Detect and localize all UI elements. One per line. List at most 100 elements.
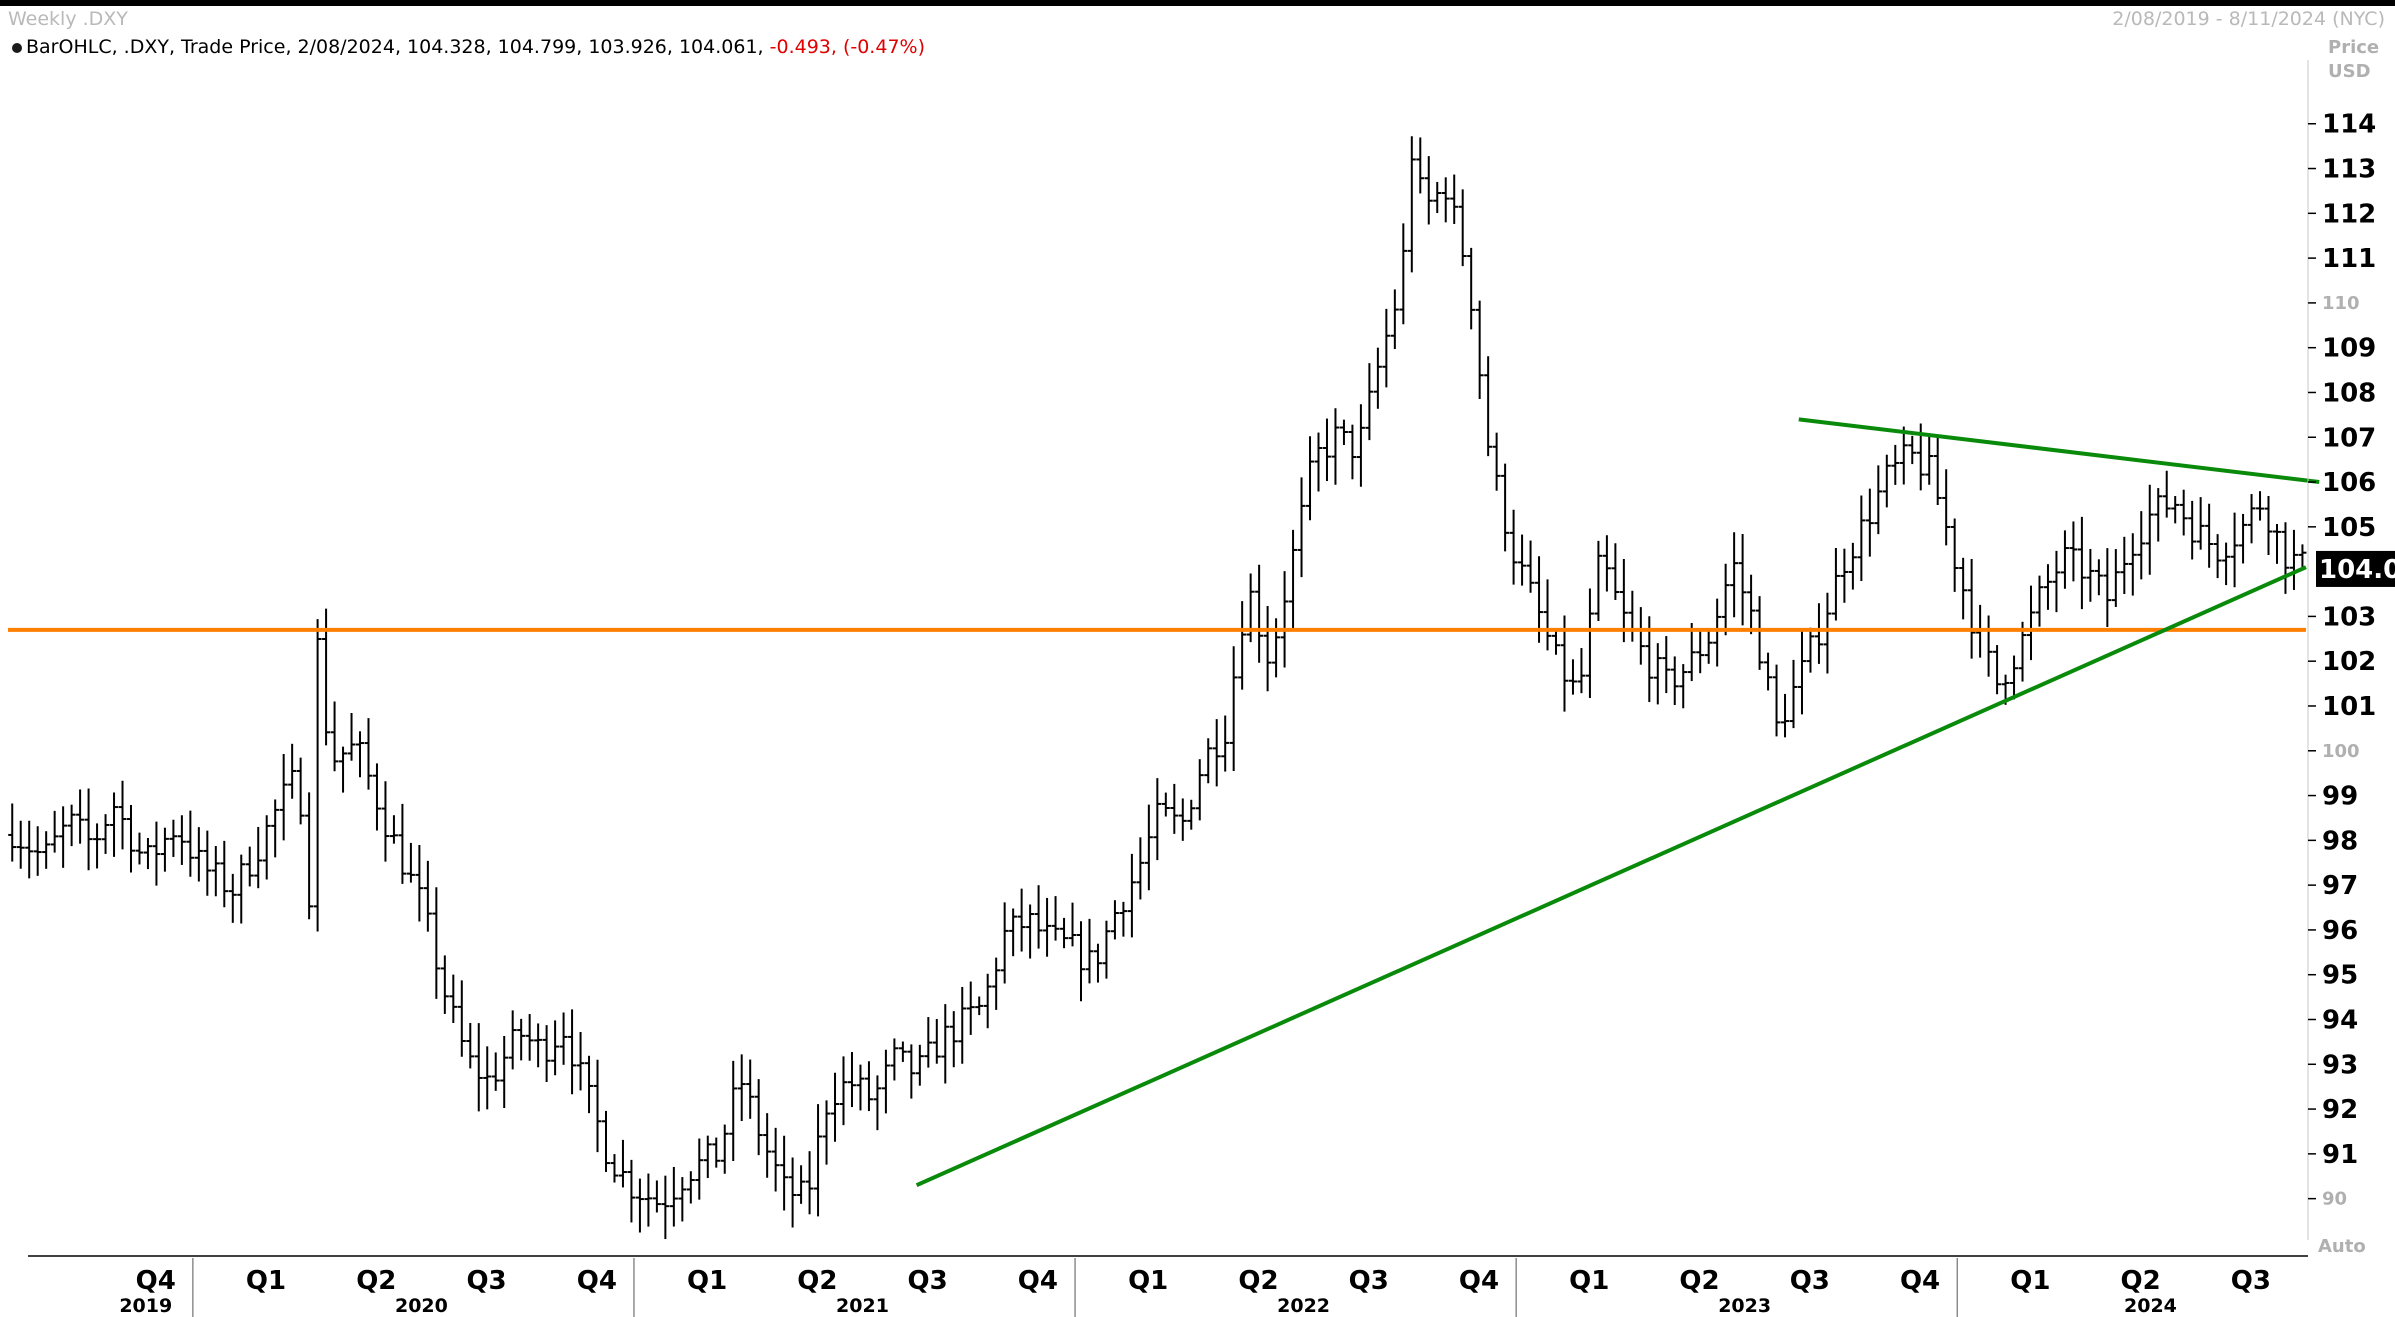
ohlc-bar [330,701,339,772]
ohlc-bar [822,1100,831,1165]
x-quarter-label: Q3 [908,1266,948,1296]
ohlc-bar [25,820,34,879]
x-quarter-label: Q2 [2120,1266,2160,1296]
ohlc-bar [118,780,127,850]
auto-scale-toggle[interactable]: Auto [2318,1236,2366,1257]
ohlc-bar [1738,534,1747,626]
ohlc-bar [1585,588,1594,698]
ohlc-bar [1899,426,1908,485]
x-quarter-label: Q4 [1900,1266,1940,1296]
ohlc-bar [949,1011,958,1068]
ohlc-bar [1611,543,1620,600]
x-year-label: 2019 [119,1295,172,1317]
ohlc-bar [1017,888,1026,952]
ohlc-bar [1721,563,1730,636]
ohlc-bar [1000,902,1009,984]
ohlc-bar [831,1072,840,1142]
ohlc-bar [1484,356,1493,457]
ohlc-bar [2264,495,2273,555]
ohlc-bar [1636,607,1645,665]
ohlc-bar [1653,643,1662,705]
ohlc-bar [2128,533,2137,596]
ohlc-bar [975,996,984,1016]
x-year-label: 2023 [1718,1295,1771,1317]
ohlc-bar [1306,436,1315,521]
ohlc-bar [2010,655,2019,700]
ohlc-bar [16,820,25,869]
series-legend: BarOHLC, .DXY, Trade Price, 2/08/2024, 1… [12,36,925,58]
ohlc-bar [2230,512,2239,588]
ohlc-bar [398,803,407,884]
ohlc-bar [1390,289,1399,350]
ohlc-bar [1704,628,1713,664]
ohlc-bar [1272,618,1281,678]
ohlc-bar [1229,646,1238,772]
ohlc-bar [305,792,314,920]
ohlc-bar [84,788,93,871]
ohlc-bar [1356,404,1365,487]
ohlc-bar [686,1171,695,1204]
ohlc-bar [2289,529,2298,591]
ohlc-bar [542,1025,551,1082]
ohlc-bar [1959,557,1968,620]
ohlc-bar [1441,177,1450,223]
ohlc-bar [1365,363,1374,441]
ohlc-bar [356,731,365,778]
y-tick-label: 96 [2322,916,2358,946]
ohlc-bar [839,1056,848,1126]
ohlc-bar [1840,548,1849,603]
ohlc-bar [2035,575,2044,627]
ohlc-bar [1933,435,1942,506]
ohlc-bar [720,1124,729,1174]
ohlc-bar [695,1138,704,1200]
ohlc-bar [1348,424,1357,480]
ohlc-bar [517,1018,526,1061]
ohlc-bar [712,1137,721,1168]
ohlc-bar [788,1157,797,1228]
ohlc-bar [1238,601,1247,690]
price-axis-unit: USD [2328,61,2371,82]
ohlc-bar [1144,804,1153,891]
ohlc-bar [1874,465,1883,535]
ohlc-bar [915,1044,924,1086]
ohlc-bar [110,792,119,857]
ohlc-bar [2103,548,2112,627]
ohlc-bar [1153,778,1162,861]
ohlc-bar [42,831,51,869]
ohlc-bar [406,842,415,883]
ohlc-bar [1043,897,1052,957]
x-year-label: 2021 [836,1295,889,1317]
ohlc-bar [347,713,356,761]
y-tick-label: 95 [2322,961,2358,991]
ohlc-bar [585,1055,594,1114]
y-tick-label: 102 [2322,647,2376,677]
ohlc-bar [1136,837,1145,900]
y-tick-label: 111 [2322,244,2376,274]
ohlc-bar [1255,564,1264,663]
x-quarter-label: Q1 [687,1266,727,1296]
ohlc-bar [466,1022,475,1069]
x-year-label: 2024 [2124,1295,2177,1317]
ohlc-bar [1246,573,1255,643]
ohlc-bar [958,987,967,1064]
ohlc-bar [1085,918,1094,984]
ohlc-bar [500,1035,509,1108]
legend-text: BarOHLC, .DXY, Trade Price, 2/08/2024, 1… [26,36,764,58]
y-tick-label: 110 [2322,293,2360,314]
ohlc-bar [1170,783,1179,834]
ohlc-bar [864,1061,873,1112]
ohlc-bar [279,753,288,841]
x-quarter-label: Q4 [1018,1266,1058,1296]
ohlc-bar [1492,432,1501,491]
ohlc-bar [152,821,161,886]
ohlc-bar [593,1059,602,1153]
ohlc-bar [1781,693,1790,738]
ohlc-bar [372,763,381,831]
ohlc-bar [1823,592,1832,674]
x-quarter-label: Q3 [1349,1266,1389,1296]
date-range-label: 2/08/2019 - 8/11/2024 (NYC) [2112,8,2385,30]
ohlc-bar [1475,300,1484,400]
y-tick-label: 94 [2322,1005,2358,1035]
ohlc-bar [729,1060,738,1161]
